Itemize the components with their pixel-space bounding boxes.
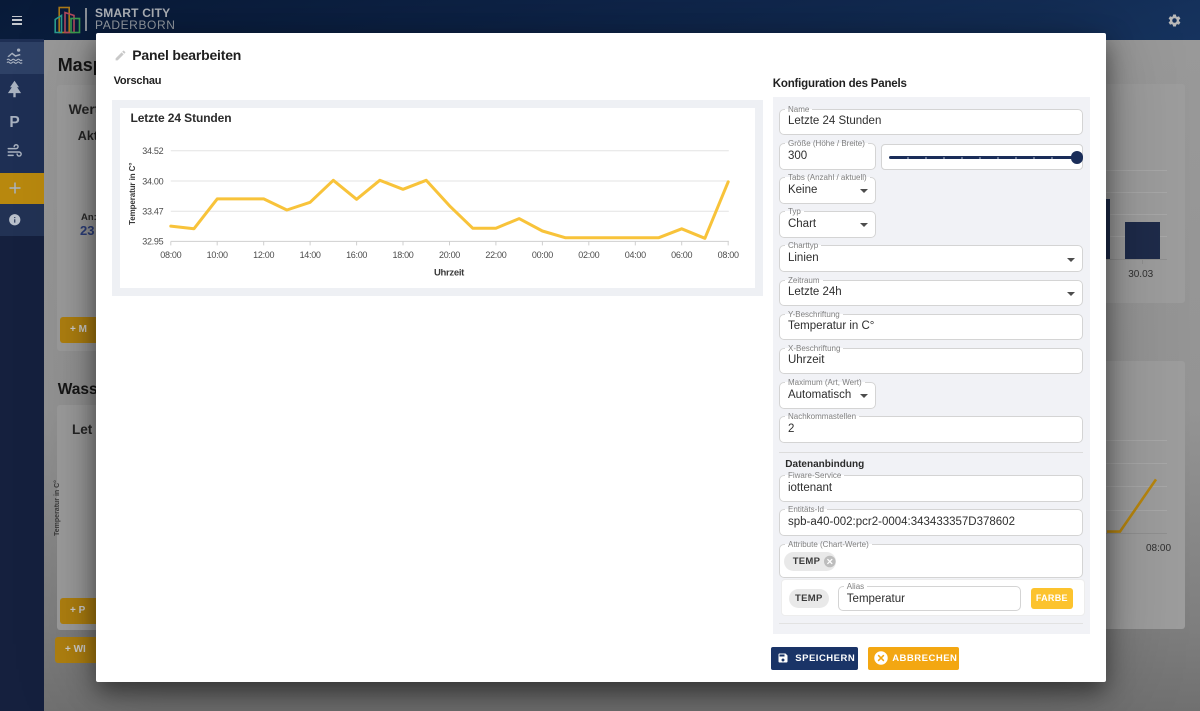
svg-text:Temperatur in C°: Temperatur in C° — [128, 163, 137, 225]
svg-text:08:00: 08:00 — [718, 250, 739, 260]
svg-text:06:00: 06:00 — [671, 250, 692, 260]
svg-text:22:00: 22:00 — [486, 250, 507, 260]
svg-text:Uhrzeit: Uhrzeit — [434, 268, 465, 279]
svg-text:08:00: 08:00 — [160, 250, 181, 260]
svg-text:12:00: 12:00 — [253, 250, 274, 260]
svg-text:04:00: 04:00 — [625, 250, 646, 260]
svg-text:34.52: 34.52 — [142, 146, 163, 156]
svg-text:14:00: 14:00 — [300, 250, 321, 260]
svg-text:10:00: 10:00 — [207, 250, 228, 260]
svg-text:00:00: 00:00 — [532, 250, 553, 260]
svg-text:34.00: 34.00 — [142, 176, 163, 186]
svg-text:20:00: 20:00 — [439, 250, 460, 260]
svg-text:33.47: 33.47 — [142, 207, 163, 217]
svg-text:32.95: 32.95 — [142, 237, 163, 247]
svg-text:18:00: 18:00 — [393, 250, 414, 260]
svg-text:02:00: 02:00 — [578, 250, 599, 260]
svg-text:16:00: 16:00 — [346, 250, 367, 260]
